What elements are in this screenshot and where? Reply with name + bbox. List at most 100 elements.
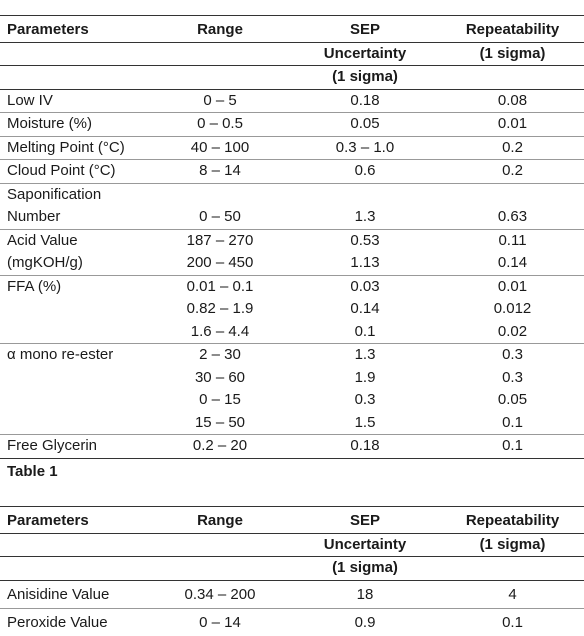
cell-param: Low IV [7,91,53,109]
table-row: Acid Value 187 – 270 0.53 0.11 [0,229,584,252]
cell-rep: 0.05 [497,391,528,408]
cell-param [0,367,151,390]
table-row: Moisture (%) 0 – 0.5 0.05 0.01 [0,112,584,137]
header-sep-line3: (1 sigma) [332,559,398,576]
cell-range [151,183,289,206]
cell-param: Moisture (%) [7,115,93,132]
cell-range: 8 – 14 [199,162,241,179]
cell-range: 0.01 – 0.1 [186,277,254,295]
cell-rep: 0.2 [502,138,523,156]
table-row: Number 0 – 50 1.3 0.63 [0,206,584,229]
cell-range: 0 – 5 [203,91,237,109]
cell-param [0,321,151,344]
cell-sep: 1.3 [354,346,376,363]
cell-rep: 0.14 [497,254,528,271]
cell-rep: 0.3 [502,346,523,363]
cell-param: Cloud Point (°C) [7,162,116,179]
header-row: Parameters Range SEP Repeatability [0,506,584,534]
table-row: 15 – 50 1.5 0.1 [0,412,584,435]
table-row: Anisidine Value 0.34 – 200 18 4 [0,580,584,608]
cell-range: 0 – 50 [199,208,241,225]
cell-range: 200 – 450 [186,254,254,271]
cell-param: FFA (%) [7,277,62,295]
cell-range: 0 – 14 [199,613,241,631]
cell-rep: 0.1 [502,613,523,631]
cell-sep: 0.9 [354,613,376,631]
cell-range: 0.2 – 20 [192,437,248,454]
cell-param [0,412,151,435]
header-parameters: Parameters [7,21,89,38]
header-sep-line2: Uncertainty [323,535,407,553]
cell-param [0,298,151,321]
cell-sep: 0.14 [350,300,380,317]
header-repeatability-line1: Repeatability [465,512,560,529]
cell-rep: 0.1 [502,437,523,454]
cell-param: (mgKOH/g) [7,254,83,271]
header-sep-line2: Uncertainty [323,44,407,62]
cell-param: Saponification [7,185,102,203]
cell-rep: 0.012 [493,300,532,317]
table-row: 30 – 60 1.9 0.3 [0,367,584,390]
header-row: Uncertainty (1 sigma) [0,533,584,557]
cell-sep: 0.6 [354,162,376,179]
cell-sep: 0.18 [350,91,380,109]
table-caption: Table 1 [7,463,58,480]
cell-rep [441,183,584,206]
cell-param: Anisidine Value [7,585,110,603]
table-row: Peroxide Value 0 – 14 0.9 0.1 [0,608,584,636]
cell-sep: 0.03 [350,277,380,295]
table-row: α mono re-ester 2 – 30 1.3 0.3 [0,343,584,367]
cell-param: Acid Value [7,231,78,249]
cell-rep: 0.01 [497,115,528,132]
header-parameters: Parameters [7,512,89,529]
cell-param: Peroxide Value [7,613,108,631]
cell-rep: 0.02 [497,322,528,340]
cell-sep: 0.05 [350,115,380,132]
cell-param: Number [7,208,61,225]
cell-range: 30 – 60 [194,368,246,386]
header-sep-line3: (1 sigma) [332,68,398,85]
cell-sep: 0.1 [354,322,376,340]
cell-rep: 0.08 [497,91,528,109]
cell-sep: 1.3 [354,208,376,225]
header-row: (1 sigma) [0,556,584,580]
cell-param: Melting Point (°C) [7,138,125,156]
cell-range: 0.34 – 200 [184,585,256,603]
cell-sep: 1.5 [354,413,376,431]
cell-sep: 0.3 – 1.0 [335,138,395,156]
cell-param: α mono re-ester [7,346,114,363]
table-row: 0 – 15 0.3 0.05 [0,389,584,412]
header-repeatability-line2: (1 sigma) [479,535,546,553]
table-row: FFA (%) 0.01 – 0.1 0.03 0.01 [0,275,584,298]
cell-sep: 0.3 [354,391,376,408]
cell-rep: 0.11 [498,231,527,249]
cell-range: 1.6 – 4.4 [190,322,250,340]
cell-range: 2 – 30 [199,346,241,363]
cell-sep: 0.18 [350,437,380,454]
table-row: Low IV 0 – 5 0.18 0.08 [0,89,584,113]
table-row: Free Glycerin 0.2 – 20 0.18 0.1 [0,434,584,458]
cell-rep: 0.01 [497,277,528,295]
cell-range: 0.82 – 1.9 [186,300,254,317]
cell-rep: 0.2 [502,162,523,179]
header-range: Range [197,21,243,38]
cell-param: Free Glycerin [7,437,98,454]
cell-range: 0 – 15 [199,391,241,408]
parameters-table-2: Parameters Range SEP Repeatability Uncer… [0,506,584,636]
table-row: 0.82 – 1.9 0.14 0.012 [0,298,584,321]
table-row: 1.6 – 4.4 0.1 0.02 [0,321,584,344]
header-sep-line1: SEP [349,21,380,38]
cell-range: 187 – 270 [186,231,254,249]
cell-range: 40 – 100 [190,138,250,156]
cell-rep: 4 [508,585,517,603]
cell-range: 15 – 50 [194,413,246,431]
cell-param [0,389,151,412]
header-sep-line1: SEP [349,512,380,529]
cell-sep [289,183,441,206]
cell-rep: 0.1 [502,413,523,431]
cell-rep: 0.63 [497,208,528,225]
cell-rep: 0.3 [502,368,523,386]
header-row: Uncertainty (1 sigma) [0,42,584,66]
cell-sep: 18 [356,585,374,603]
header-row: Parameters Range SEP Repeatability [0,15,584,43]
